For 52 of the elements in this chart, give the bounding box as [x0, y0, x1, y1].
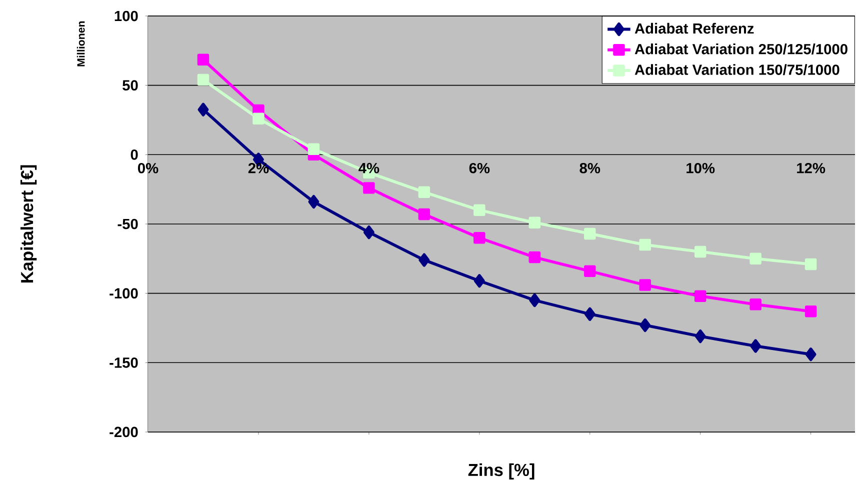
point — [308, 195, 320, 209]
point — [197, 74, 210, 86]
point — [750, 298, 762, 310]
x-tick-label: 2% — [248, 162, 269, 174]
point — [418, 253, 430, 267]
y-tick-label: -200 — [110, 426, 138, 438]
x-tick-label: 10% — [686, 162, 715, 174]
legend-label: Adiabat Referenz — [634, 22, 754, 34]
point — [198, 102, 209, 116]
y-axis-title: Kapitalwert [€] — [20, 165, 37, 283]
point — [363, 182, 375, 194]
y-tick-label: -150 — [110, 357, 138, 368]
point — [418, 208, 430, 220]
x-tick-label: 6% — [469, 162, 490, 174]
point — [584, 307, 596, 321]
y-tick-label: 100 — [114, 10, 138, 22]
point — [639, 238, 651, 251]
point — [474, 204, 486, 216]
point — [474, 274, 485, 288]
y-tick-label: -50 — [118, 218, 138, 230]
point — [694, 330, 706, 344]
point — [639, 279, 651, 291]
point — [418, 186, 430, 198]
point — [252, 112, 264, 124]
x-tick-label: 12% — [797, 162, 826, 174]
point — [694, 246, 706, 258]
x-tick-label: 8% — [580, 162, 600, 174]
legend-label: Adiabat Variation 250/125/1000 — [634, 44, 848, 54]
legend-label: Adiabat Variation 150/75/1000 — [634, 64, 840, 76]
point — [528, 216, 541, 228]
y-tick-label: -100 — [110, 288, 138, 299]
point — [640, 318, 651, 332]
point — [750, 339, 762, 353]
y-tick-label: 0 — [130, 149, 138, 160]
point — [750, 252, 762, 265]
point — [308, 143, 320, 155]
point — [804, 305, 817, 318]
point — [529, 293, 540, 308]
point — [528, 251, 541, 264]
point — [363, 226, 374, 240]
point — [474, 232, 486, 244]
point — [584, 228, 596, 240]
x-tick-label: 0% — [138, 162, 158, 174]
y-tick-label: 50 — [122, 80, 138, 91]
point — [805, 348, 816, 362]
point — [584, 265, 596, 278]
point — [197, 54, 210, 66]
x-tick-label: 4% — [358, 162, 380, 174]
text: Millionen — [76, 21, 85, 66]
point — [804, 258, 817, 270]
point — [694, 290, 706, 302]
x-axis-title: Zins [%] — [468, 463, 534, 480]
